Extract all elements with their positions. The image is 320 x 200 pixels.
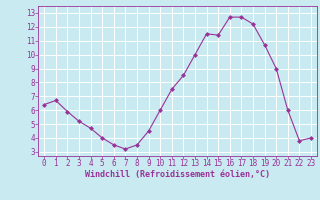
X-axis label: Windchill (Refroidissement éolien,°C): Windchill (Refroidissement éolien,°C) bbox=[85, 170, 270, 179]
